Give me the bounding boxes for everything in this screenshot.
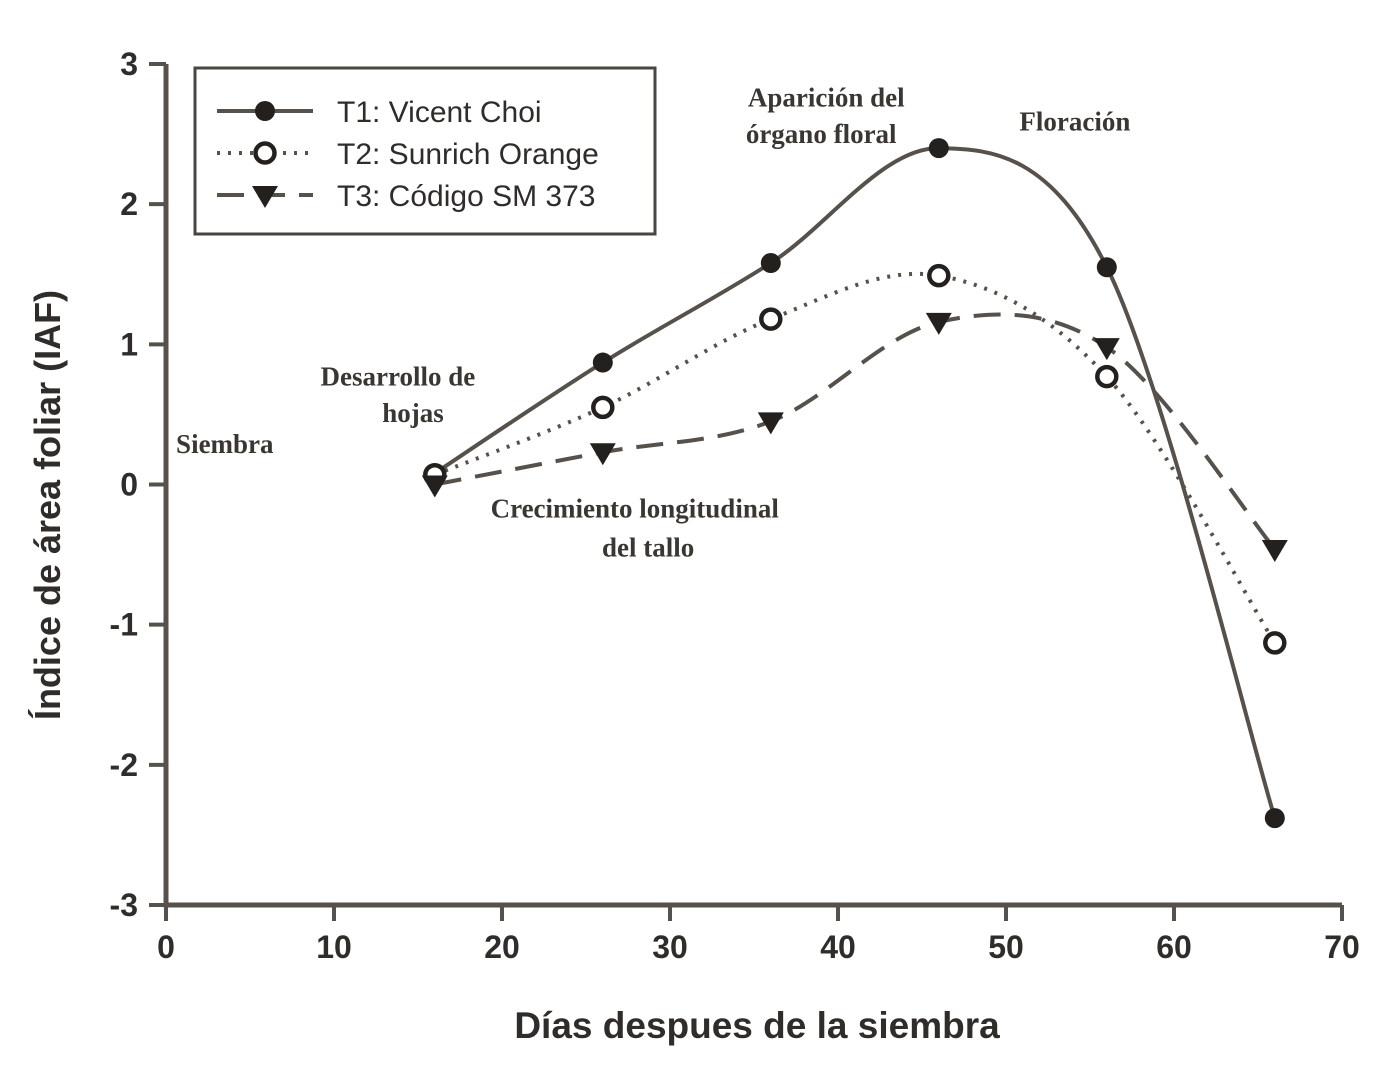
x-tick-label: 40 bbox=[820, 929, 856, 965]
y-tick-label: 1 bbox=[120, 326, 138, 362]
filled-circle-marker bbox=[592, 352, 613, 373]
series-markers-t2 bbox=[423, 263, 1287, 655]
filled-circle-marker bbox=[928, 138, 949, 159]
x-tick-label: 0 bbox=[157, 929, 175, 965]
legend-label: T2: Sunrich Orange bbox=[337, 138, 599, 171]
legend-entry-t1: T1: Vicent Choi bbox=[217, 96, 542, 129]
series-line-t1 bbox=[433, 146, 1277, 819]
y-tick-label: 3 bbox=[120, 46, 138, 82]
annotation-desarrollo-1: Desarrollo de bbox=[320, 362, 475, 392]
open-circle-marker bbox=[1095, 364, 1119, 389]
annotation-floracion: Floración bbox=[1019, 106, 1130, 136]
annotation-aparicion-2: órgano floral bbox=[746, 119, 897, 149]
x-tick-label: 70 bbox=[1324, 929, 1360, 965]
triangle-down-marker bbox=[589, 443, 616, 466]
legend: T1: Vicent Choi T2: Sunrich Orange T3: Cód… bbox=[193, 66, 657, 236]
annotations: Siembra Desarrollo de hojas Crecimiento lon… bbox=[176, 83, 1130, 563]
y-tick-label: 0 bbox=[120, 467, 138, 503]
open-circle-marker bbox=[591, 395, 615, 420]
triangle-down-marker bbox=[757, 412, 784, 435]
open-circle-marker bbox=[1263, 631, 1287, 655]
x-tick-label: 30 bbox=[652, 929, 688, 965]
filled-circle-marker bbox=[1096, 257, 1117, 278]
x-tick-label: 10 bbox=[316, 929, 352, 965]
annotation-crecimiento-2: del tallo bbox=[602, 533, 694, 563]
y-tick-label: -3 bbox=[110, 887, 138, 923]
filled-circle-marker bbox=[1264, 808, 1285, 829]
x-tick-label: 50 bbox=[988, 929, 1024, 965]
triangle-down-marker bbox=[1093, 338, 1120, 361]
x-axis-title: Días despues de la siembra bbox=[514, 1005, 1000, 1046]
y-tick-label: -2 bbox=[110, 747, 138, 783]
triangle-down-marker bbox=[925, 312, 952, 335]
open-circle-marker bbox=[253, 141, 277, 165]
annotation-crecimiento-1: Crecimiento longitudinal bbox=[491, 493, 780, 523]
x-tick-label: 20 bbox=[484, 929, 520, 965]
annotation-desarrollo-2: hojas bbox=[382, 398, 444, 428]
y-tick-label: -1 bbox=[110, 607, 138, 643]
filled-circle-marker bbox=[760, 253, 781, 274]
series-markers-t1 bbox=[424, 138, 1285, 829]
x-tick-label: 60 bbox=[1156, 929, 1192, 965]
series-line-t3 bbox=[434, 312, 1277, 551]
series-markers-t3 bbox=[421, 312, 1288, 562]
triangle-down-marker bbox=[421, 475, 448, 498]
legend-entry-t3: T3: Código SM 373 bbox=[217, 180, 595, 213]
legend-label: T1: Vicent Choi bbox=[337, 96, 542, 129]
filled-circle-marker bbox=[255, 101, 275, 121]
series bbox=[421, 138, 1288, 829]
y-axis-title: Índice de área foliar (IAF) bbox=[27, 289, 68, 721]
open-circle-marker bbox=[759, 307, 783, 331]
open-circle-marker bbox=[927, 263, 951, 288]
legend-entry-t2: T2: Sunrich Orange bbox=[217, 138, 599, 171]
y-tick-label: 2 bbox=[120, 186, 138, 222]
triangle-down-marker bbox=[1261, 539, 1288, 562]
annotation-siembra: Siembra bbox=[176, 429, 274, 459]
triangle-down-marker bbox=[252, 186, 278, 208]
annotation-aparicion-1: Aparición del bbox=[748, 83, 905, 113]
legend-label: T3: Código SM 373 bbox=[337, 180, 595, 213]
